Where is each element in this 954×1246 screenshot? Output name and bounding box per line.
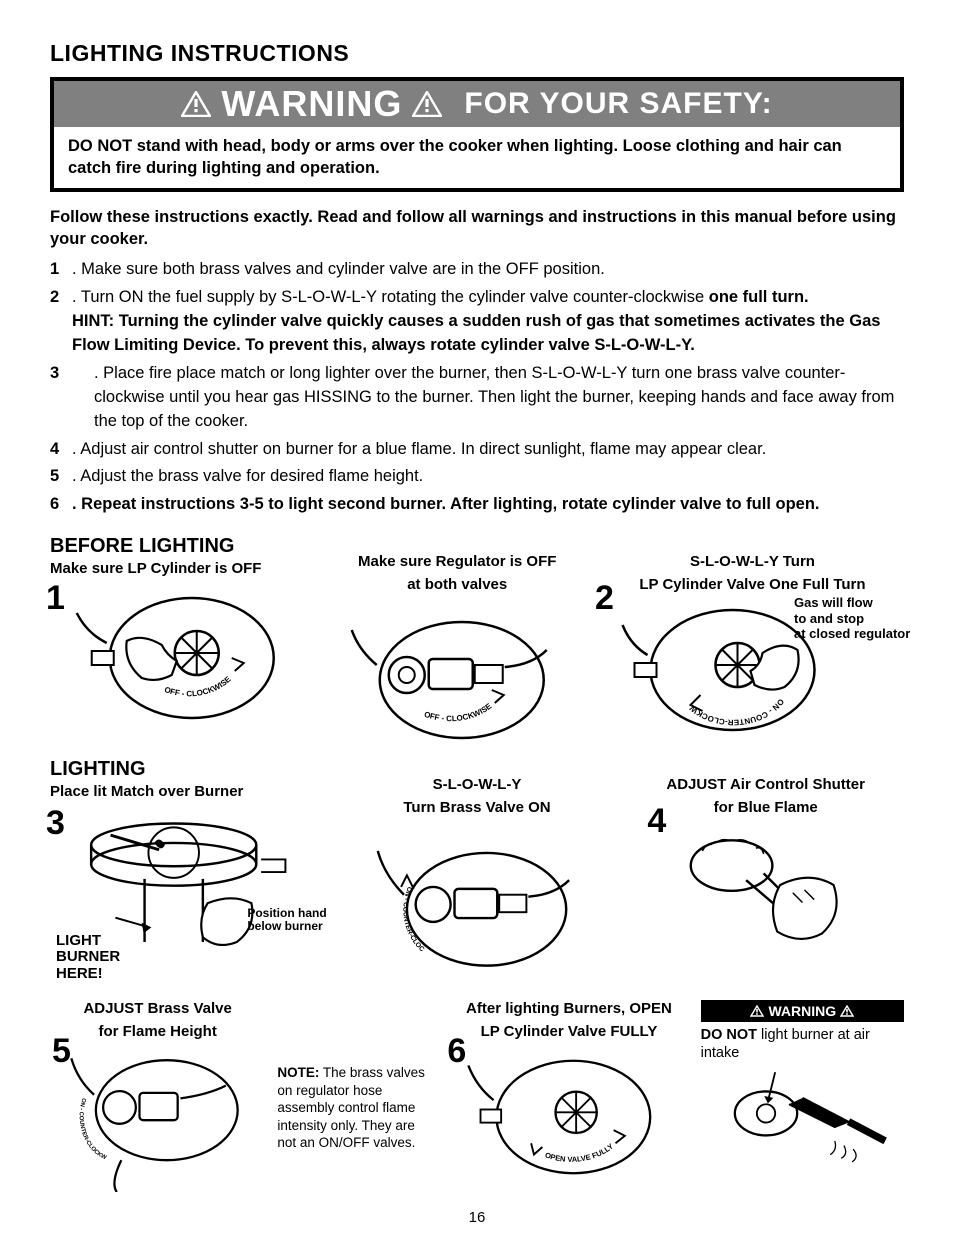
lighting-heading: LIGHTING: [50, 758, 327, 781]
figure-3-caption: Place lit Match over Burner: [50, 783, 327, 802]
air-intake-warning-illustration: [701, 1063, 904, 1173]
brass-valve-adjust-illustration: ON - COUNTER-CLOCKWISE: [50, 1042, 265, 1192]
step-text: . Adjust the brass valve for desired fla…: [72, 465, 904, 489]
warning-triangle-icon: [181, 91, 211, 117]
step-number: 5: [50, 465, 72, 489]
numbered-steps: 1 . Make sure both brass valves and cyli…: [50, 258, 904, 517]
step-text: . Turn ON the fuel supply by S-L-O-W-L-Y…: [72, 286, 904, 358]
figure-regulator-caption-2: at both valves: [325, 576, 588, 595]
figure-6-caption-2: LP Cylinder Valve FULLY: [449, 1023, 688, 1042]
figure-1-caption: Make sure LP Cylinder is OFF: [50, 560, 313, 579]
figure-2-caption-1: S-L-O-W-L-Y Turn: [601, 553, 904, 572]
figure-5-caption-1: ADJUST Brass Valve: [50, 1000, 265, 1019]
warning-word: WARNING: [221, 83, 402, 125]
figure-4-caption-2: for Blue Flame: [627, 799, 904, 818]
page-title: LIGHTING INSTRUCTIONS: [50, 40, 904, 67]
figure-5: ADJUST Brass Valve for Flame Height 5 ON…: [50, 1000, 265, 1197]
figure-brass-caption-2: Turn Brass Valve ON: [339, 799, 616, 818]
page-number: 16: [50, 1209, 904, 1226]
figure-3-number: 3: [46, 804, 65, 843]
intro-text: Follow these instructions exactly. Read …: [50, 206, 904, 251]
mini-warning-block: WARNING DO NOT light burner at air intak…: [701, 1000, 904, 1177]
air-shutter-illustration: [649, 817, 882, 987]
warning-body-text: DO NOT stand with head, body or arms ove…: [54, 127, 900, 188]
figure-2-caption-2: LP Cylinder Valve One Full Turn: [601, 576, 904, 595]
cylinder-valve-off-illustration: OFF - CLOCKWISE: [50, 583, 313, 733]
step-text: . Place fire place match or long lighter…: [72, 362, 904, 434]
step-text: . Repeat instructions 3-5 to light secon…: [72, 493, 904, 517]
step-text: . Make sure both brass valves and cylind…: [72, 258, 904, 282]
figure-4: ADJUST Air Control Shutter for Blue Flam…: [627, 758, 904, 993]
figure-2: S-L-O-W-L-Y Turn LP Cylinder Valve One F…: [601, 535, 904, 750]
diagram-row-2: LIGHTING Place lit Match over Burner 3 L…: [50, 758, 904, 993]
figure-3: LIGHTING Place lit Match over Burner 3 L…: [50, 758, 327, 993]
figure-regulator: Make sure Regulator is OFF at both valve…: [325, 535, 588, 750]
diagram-section: BEFORE LIGHTING Make sure LP Cylinder is…: [50, 535, 904, 1197]
figure-1-number: 1: [46, 579, 65, 618]
figure-4-number: 4: [647, 802, 666, 841]
figure-6: After lighting Burners, OPEN LP Cylinder…: [449, 1000, 688, 1197]
mini-warning-header: WARNING: [701, 1000, 904, 1022]
step-number: 1: [50, 258, 72, 282]
figure-brass-caption-1: S-L-O-W-L-Y: [339, 776, 616, 795]
warning-triangle-icon: [412, 91, 442, 117]
warning-banner-header: WARNING FOR YOUR SAFETY:: [54, 81, 900, 127]
diagram-row-1: BEFORE LIGHTING Make sure LP Cylinder is…: [50, 535, 904, 750]
regulator-off-illustration: OFF - CLOCKWISE: [325, 595, 588, 745]
cylinder-valve-open-illustration: OPEN VALVE FULLY: [449, 1042, 688, 1192]
warning-triangle-icon: [840, 1005, 854, 1017]
brass-valve-note: NOTE: The brass valves on regulator hose…: [277, 1064, 437, 1152]
step-1: 1 . Make sure both brass valves and cyli…: [50, 258, 904, 282]
warning-subtitle: FOR YOUR SAFETY:: [464, 87, 772, 121]
brass-valve-on-illustration: ON - COUNTER-CLOCKWISE: [370, 817, 584, 987]
svg-text:ON - COUNTER-CLOCKWISE: ON - COUNTER-CLOCKWISE: [370, 817, 425, 953]
before-lighting-heading: BEFORE LIGHTING: [50, 535, 313, 558]
mini-warning-word: WARNING: [768, 1003, 836, 1019]
diagram-row-3: ADJUST Brass Valve for Flame Height 5 ON…: [50, 1000, 904, 1197]
step-number: 4: [50, 438, 72, 462]
svg-text:OPEN VALVE FULLY: OPEN VALVE FULLY: [544, 1141, 615, 1163]
warning-banner: WARNING FOR YOUR SAFETY: DO NOT stand wi…: [50, 77, 904, 192]
figure-5-caption-2: for Flame Height: [50, 1023, 265, 1042]
step-6: 6 . Repeat instructions 3-5 to light sec…: [50, 493, 904, 517]
figure-6-caption-1: After lighting Burners, OPEN: [449, 1000, 688, 1019]
note-column: NOTE: The brass valves on regulator hose…: [277, 1000, 437, 1152]
step-text: . Adjust air control shutter on burner f…: [72, 438, 904, 462]
step-4: 4 . Adjust air control shutter on burner…: [50, 438, 904, 462]
mini-warning-body: DO NOT light burner at air intake: [701, 1026, 904, 1062]
step-2-bold: one full turn.: [709, 288, 809, 306]
position-hand-label: Position hand below burner: [247, 907, 326, 935]
step-2-hint: HINT: Turning the cylinder valve quickly…: [72, 312, 880, 354]
step-5: 5 . Adjust the brass valve for desired f…: [50, 465, 904, 489]
figure-4-caption-1: ADJUST Air Control Shutter: [627, 776, 904, 795]
svg-text:OFF - CLOCKWISE: OFF - CLOCKWISE: [423, 701, 494, 723]
step-number: 6: [50, 493, 72, 517]
figure-1: BEFORE LIGHTING Make sure LP Cylinder is…: [50, 535, 313, 750]
step-number: 2: [50, 286, 72, 358]
figure-regulator-caption-1: Make sure Regulator is OFF: [325, 553, 588, 572]
warning-triangle-icon: [750, 1005, 764, 1017]
svg-text:OFF - CLOCKWISE: OFF - CLOCKWISE: [163, 674, 233, 698]
light-burner-here-label: LIGHT BURNER HERE!: [56, 933, 120, 983]
step-2: 2 . Turn ON the fuel supply by S-L-O-W-L…: [50, 286, 904, 358]
figure-brass-valve: S-L-O-W-L-Y Turn Brass Valve ON ON - COU…: [339, 758, 616, 993]
figure-2-number: 2: [595, 579, 614, 618]
step-2-pre: . Turn ON the fuel supply by S-L-O-W-L-Y…: [72, 288, 709, 306]
step-number: 3: [50, 362, 72, 434]
figure-6-number: 6: [447, 1032, 466, 1071]
figure-2-side-note: Gas will flow to and stop at closed regu…: [794, 595, 914, 642]
step-3: 3 . Place fire place match or long light…: [50, 362, 904, 434]
figure-5-number: 5: [52, 1032, 71, 1071]
